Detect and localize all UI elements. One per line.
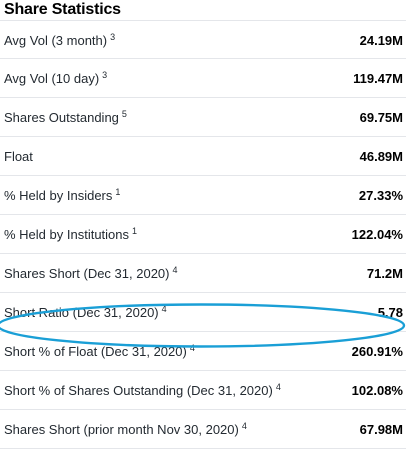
table-row: Shares Short (prior month Nov 30, 2020) 4… bbox=[0, 410, 406, 449]
footnote-marker: 1 bbox=[132, 226, 138, 236]
row-value: 69.75M bbox=[359, 110, 403, 125]
row-value: 67.98M bbox=[359, 422, 403, 437]
footnote-marker: 1 bbox=[115, 187, 121, 197]
row-label: Short Ratio (Dec 31, 2020) 4 bbox=[4, 304, 167, 321]
footnote-marker: 5 bbox=[121, 109, 127, 119]
footnote-marker: 3 bbox=[110, 32, 116, 42]
row-label: Shares Outstanding 5 bbox=[4, 109, 127, 126]
row-label: Shares Short (Dec 31, 2020) 4 bbox=[4, 265, 178, 282]
row-label: Float bbox=[4, 149, 33, 164]
row-value: 27.33% bbox=[358, 188, 403, 203]
row-label: Short % of Float (Dec 31, 2020) 4 bbox=[4, 343, 195, 360]
statistics-table: Avg Vol (3 month) 3 24.19M Avg Vol (10 da… bbox=[0, 20, 406, 449]
row-value: 119.47M bbox=[353, 71, 403, 86]
table-row: % Held by Insiders 1 27.33% bbox=[0, 176, 406, 215]
row-label: Avg Vol (10 day) 3 bbox=[4, 70, 108, 87]
row-value: 71.2M bbox=[366, 266, 403, 281]
footnote-marker: 4 bbox=[189, 343, 195, 353]
table-row: Shares Outstanding 5 69.75M bbox=[0, 98, 406, 137]
row-value: 122.04% bbox=[351, 227, 403, 242]
row-value: 102.08% bbox=[351, 383, 403, 398]
table-row: Short Ratio (Dec 31, 2020) 4 5.78 bbox=[0, 293, 406, 332]
row-value: 260.91% bbox=[351, 344, 403, 359]
footnote-marker: 4 bbox=[161, 304, 167, 314]
footnote-marker: 4 bbox=[275, 382, 281, 392]
section-title: Share Statistics bbox=[4, 1, 121, 18]
footnote-marker: 4 bbox=[241, 421, 247, 431]
footnote-marker: 3 bbox=[102, 70, 108, 80]
row-value: 5.78 bbox=[377, 305, 403, 320]
row-label: % Held by Insiders 1 bbox=[4, 187, 121, 204]
row-value: 24.19M bbox=[359, 33, 403, 48]
row-value: 46.89M bbox=[359, 149, 403, 164]
table-row: Avg Vol (3 month) 3 24.19M bbox=[0, 20, 406, 59]
row-label: Avg Vol (3 month) 3 bbox=[4, 32, 116, 49]
table-row: Short % of Shares Outstanding (Dec 31, 2… bbox=[0, 371, 406, 410]
row-label: Shares Short (prior month Nov 30, 2020) 4 bbox=[4, 421, 247, 438]
table-row: Shares Short (Dec 31, 2020) 4 71.2M bbox=[0, 254, 406, 293]
footnote-marker: 4 bbox=[172, 265, 178, 275]
row-label: Short % of Shares Outstanding (Dec 31, 2… bbox=[4, 382, 281, 399]
table-row-highlighted: Short % of Float (Dec 31, 2020) 4 260.91% bbox=[0, 332, 406, 371]
row-label: % Held by Institutions 1 bbox=[4, 226, 138, 243]
table-row: Avg Vol (10 day) 3 119.47M bbox=[0, 59, 406, 98]
table-row: Float 46.89M bbox=[0, 137, 406, 176]
table-row: % Held by Institutions 1 122.04% bbox=[0, 215, 406, 254]
